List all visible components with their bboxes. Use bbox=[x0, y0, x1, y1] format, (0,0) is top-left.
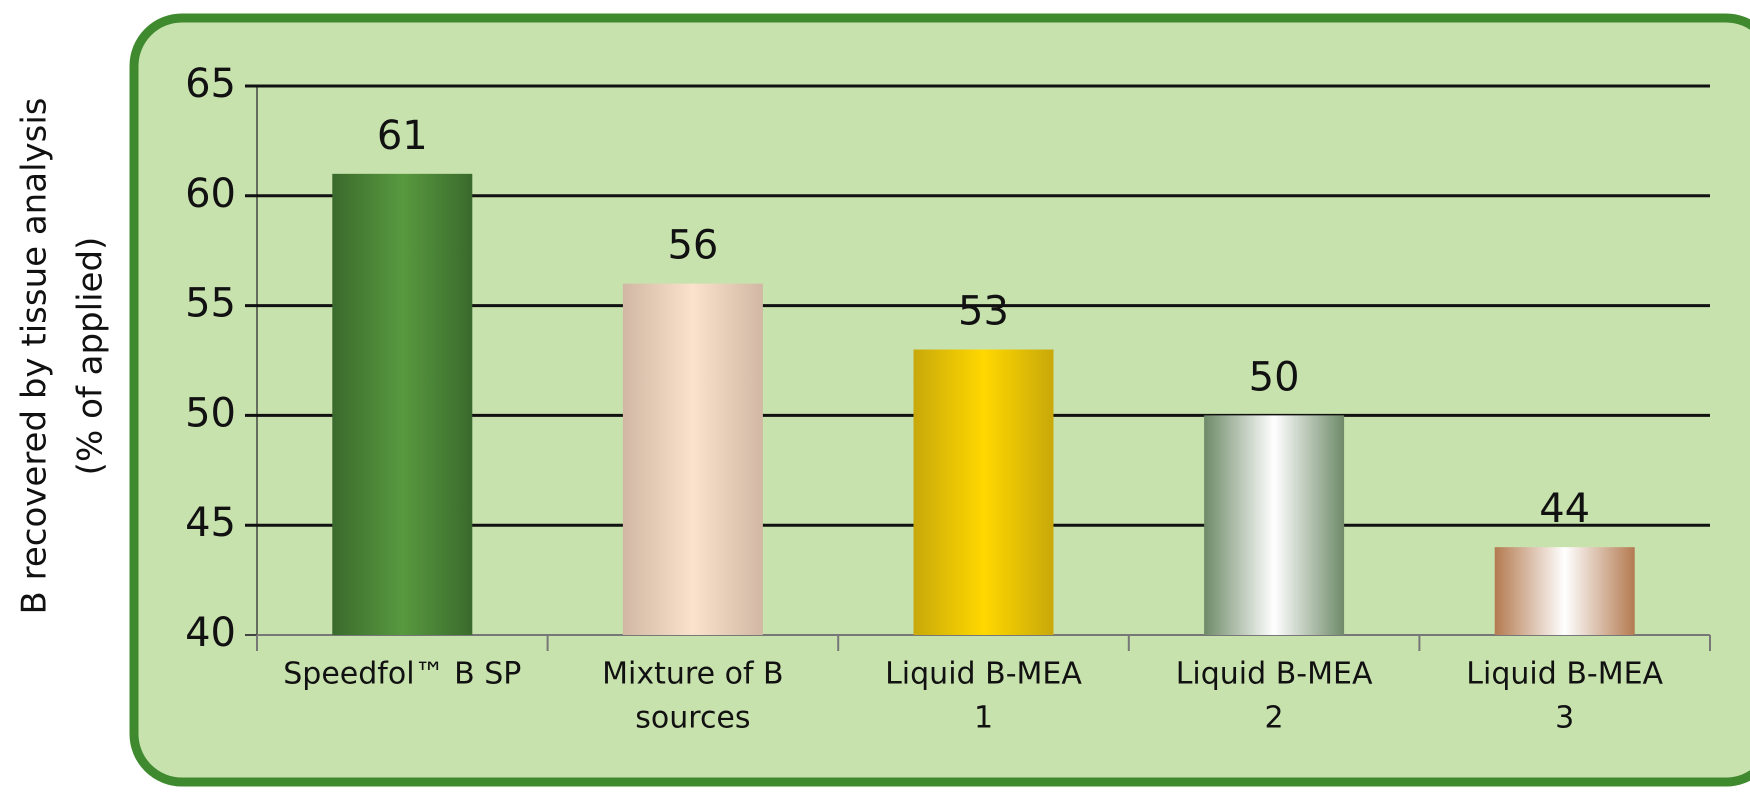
value-label: 53 bbox=[958, 289, 1009, 335]
y-axis-label: B recovered by tissue analysis (% of app… bbox=[15, 97, 111, 614]
y-tick-label: 50 bbox=[185, 390, 236, 436]
x-tick-label: Mixture of B bbox=[602, 657, 783, 692]
x-tick-label: Speedfol™ B SP bbox=[283, 657, 521, 692]
bar bbox=[332, 173, 473, 635]
y-label-line: (% of applied) bbox=[71, 237, 111, 476]
value-label: 50 bbox=[1249, 354, 1300, 400]
bar bbox=[1204, 415, 1345, 635]
value-label: 56 bbox=[667, 223, 718, 269]
y-tick-label: 55 bbox=[185, 281, 236, 327]
x-tick-label: Liquid B-MEA bbox=[885, 657, 1082, 692]
bar bbox=[1494, 547, 1635, 635]
value-label: 44 bbox=[1539, 486, 1590, 532]
value-label: 61 bbox=[377, 113, 428, 159]
y-tick-label: 40 bbox=[185, 610, 236, 656]
y-tick-label: 60 bbox=[185, 171, 236, 217]
x-tick-label: 2 bbox=[1265, 701, 1284, 736]
bar bbox=[622, 283, 763, 635]
x-tick-label: 3 bbox=[1555, 701, 1574, 736]
bar bbox=[913, 349, 1054, 635]
y-tick-label: 65 bbox=[185, 61, 236, 107]
y-tick-label: 45 bbox=[185, 500, 236, 546]
x-tick-label: Liquid B-MEA bbox=[1466, 657, 1663, 692]
x-tick-label: 1 bbox=[974, 701, 993, 736]
y-label-line: B recovered by tissue analysis bbox=[15, 97, 55, 614]
x-tick-label: Liquid B-MEA bbox=[1176, 657, 1373, 692]
x-tick-label: sources bbox=[635, 701, 750, 736]
